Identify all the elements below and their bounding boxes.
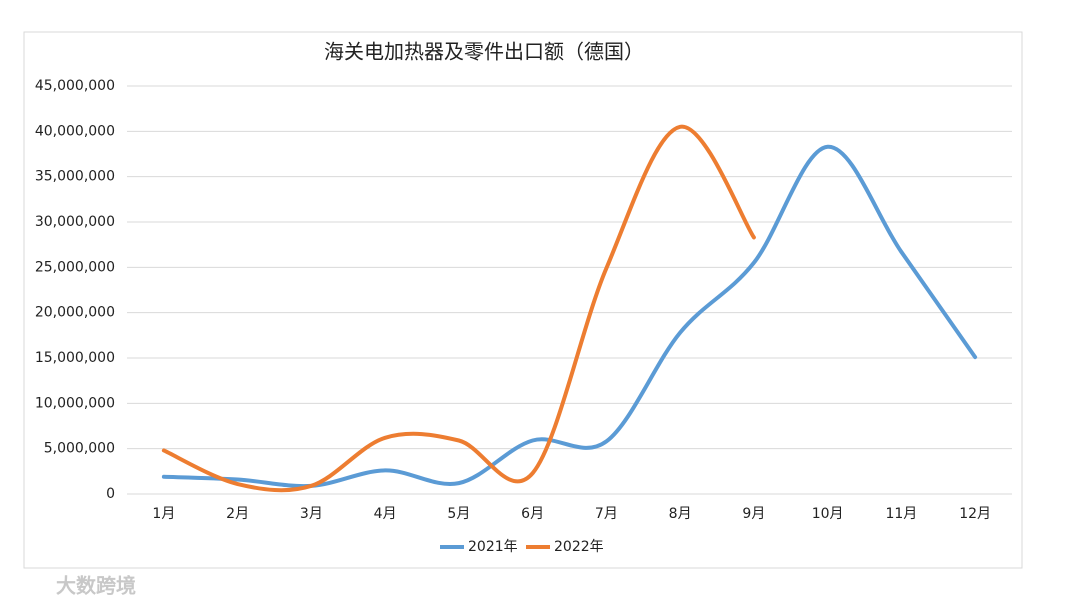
chart-title: 海关电加热器及零件出口额（德国） (324, 40, 644, 64)
y-tick-label: 30,000,000 (35, 214, 115, 230)
y-tick-label: 5,000,000 (44, 441, 115, 457)
x-tick-label: 12月 (959, 506, 991, 522)
x-tick-label: 5月 (447, 506, 470, 522)
x-tick-label: 7月 (595, 506, 618, 522)
x-tick-label: 3月 (300, 506, 323, 522)
legend-label: 2021年 (468, 539, 518, 555)
x-tick-label: 4月 (374, 506, 397, 522)
y-tick-label: 25,000,000 (35, 259, 115, 275)
y-tick-label: 0 (106, 486, 115, 502)
x-tick-label: 11月 (885, 506, 917, 522)
x-tick-label: 2月 (226, 506, 249, 522)
x-tick-label: 10月 (812, 506, 844, 522)
y-tick-label: 40,000,000 (35, 123, 115, 139)
y-tick-label: 35,000,000 (35, 169, 115, 185)
x-tick-label: 1月 (152, 506, 175, 522)
chart-frame (23, 31, 1023, 569)
x-tick-label: 8月 (669, 506, 692, 522)
y-tick-label: 15,000,000 (35, 350, 115, 366)
y-tick-label: 20,000,000 (35, 305, 115, 321)
line-series (161, 124, 756, 493)
watermark: 大数跨境 (56, 574, 136, 598)
legend-label: 2022年 (554, 539, 604, 555)
y-tick-label: 10,000,000 (35, 395, 115, 411)
y-tick-label: 45,000,000 (35, 78, 115, 94)
x-tick-label: 9月 (742, 506, 765, 522)
x-tick-label: 6月 (521, 506, 544, 522)
